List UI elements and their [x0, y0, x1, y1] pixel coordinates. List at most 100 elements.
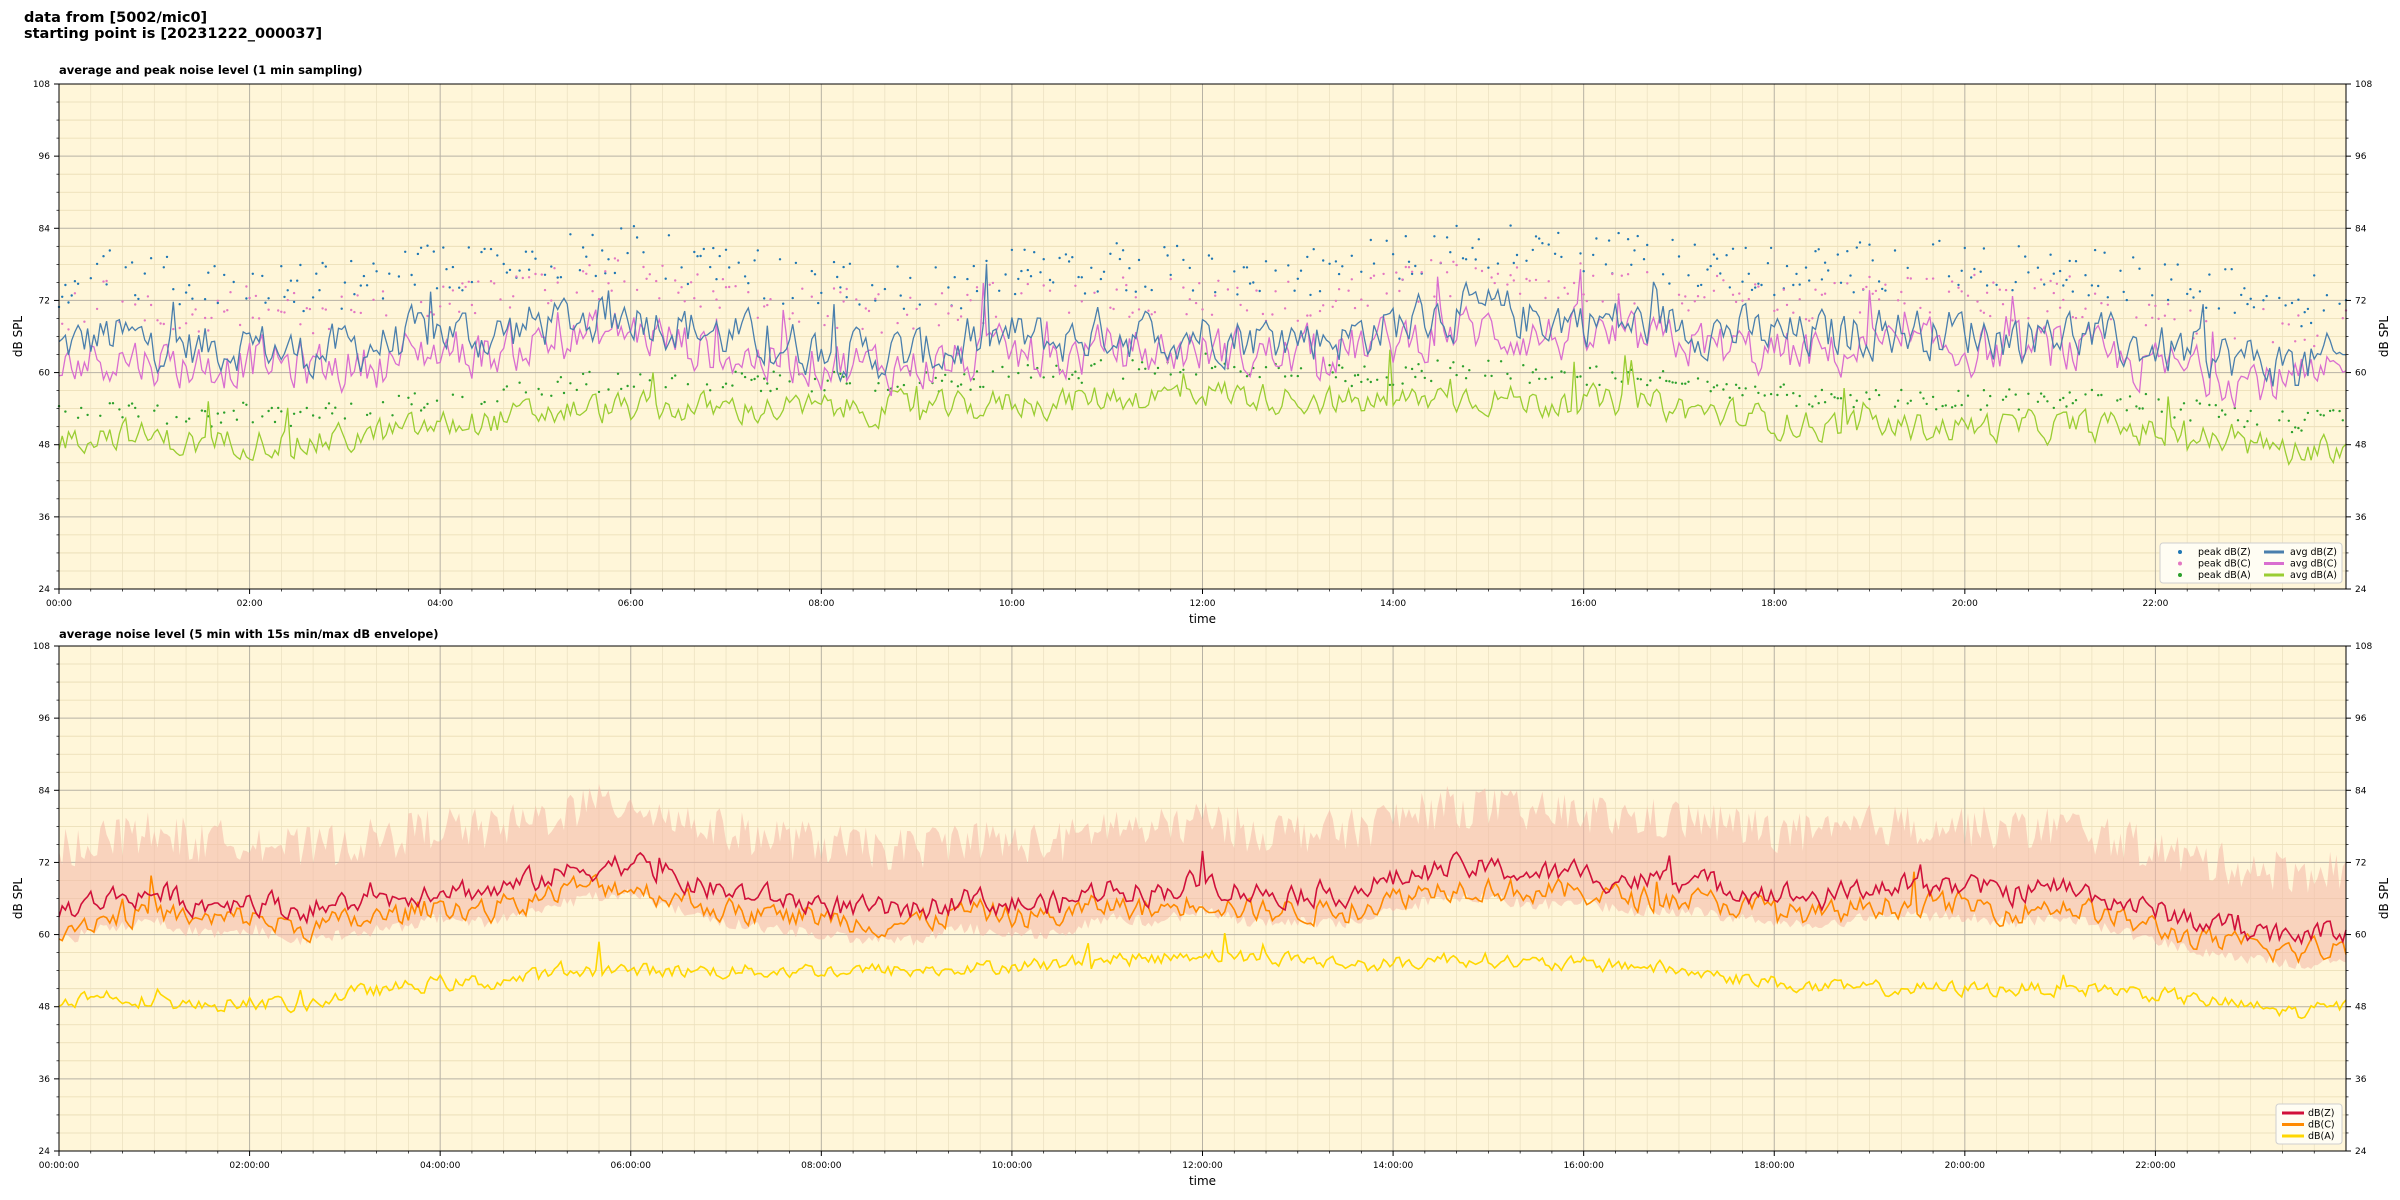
peak-point [540, 273, 543, 276]
peak-point [1210, 366, 1214, 370]
peak-point [1150, 288, 1153, 292]
peak-point [2119, 398, 2122, 401]
peak-point [1817, 402, 1820, 405]
peak-point [1334, 376, 1338, 379]
peak-point [550, 394, 553, 397]
peak-point [664, 277, 667, 280]
peak-point [1547, 243, 1550, 246]
peak-point [2278, 296, 2281, 300]
peak-point [1430, 379, 1433, 383]
peak-point [505, 271, 509, 274]
series-line-db-z- [58, 850, 2347, 946]
x-tick-label: 02:00 [237, 599, 263, 609]
peak-point [1385, 239, 1388, 242]
peak-point [683, 300, 686, 303]
peak-point [1169, 277, 1172, 281]
peak-point [1985, 291, 1989, 294]
peak-point [594, 274, 597, 278]
peak-point [934, 303, 937, 306]
peak-point [1957, 286, 1960, 289]
peak-point [658, 297, 661, 300]
peak-point [616, 259, 620, 262]
peak-point [534, 272, 537, 276]
peak-point [216, 301, 219, 305]
peak-point [1633, 302, 1636, 305]
peak-point [1950, 406, 1954, 409]
peak-point [1299, 367, 1303, 370]
peak-point [1931, 395, 1935, 399]
peak-point [1877, 280, 1881, 283]
peak-point [1461, 257, 1465, 260]
peak-point [664, 386, 667, 389]
peak-point [845, 382, 848, 385]
x-tick-label: 06:00 [618, 599, 644, 609]
peak-point [451, 393, 455, 396]
peak-point [2093, 292, 2097, 295]
peak-point [512, 295, 515, 298]
peak-point [442, 285, 445, 288]
x-tick-label: 00:00 [46, 599, 72, 609]
peak-point [1013, 292, 1017, 296]
peak-point [1852, 291, 1855, 294]
peak-point [2166, 303, 2170, 306]
peak-point [1776, 308, 1779, 311]
peak-point [712, 246, 715, 250]
legend-label: dB(A) [2308, 1131, 2334, 1142]
peak-point [1194, 373, 1198, 376]
peak-point [610, 289, 613, 292]
peak-point [1391, 253, 1395, 256]
peak-point [76, 282, 80, 285]
peak-point [2014, 280, 2017, 284]
peak-point [404, 250, 407, 253]
peak-point [1449, 251, 1452, 254]
peak-point [95, 262, 99, 266]
peak-point [1823, 292, 1827, 295]
peak-point [1823, 401, 1827, 404]
peak-point [1080, 300, 1084, 303]
peak-point [1382, 272, 1385, 276]
peak-point [1233, 270, 1236, 273]
peak-point [356, 294, 359, 297]
peak-point [1423, 376, 1427, 380]
peak-point [1353, 306, 1357, 310]
x-tick-label: 10:00:00 [992, 1161, 1033, 1171]
peak-point [817, 301, 820, 305]
peak-point [547, 302, 550, 305]
peak-point [1712, 386, 1716, 389]
peak-point [1071, 373, 1074, 376]
peak-point [1350, 254, 1354, 257]
peak-point [1512, 261, 1516, 265]
peak-point [1093, 362, 1096, 366]
peak-point [613, 271, 617, 275]
peak-point [277, 406, 280, 410]
peak-point [1369, 238, 1373, 242]
peak-point [331, 412, 334, 415]
peak-point [2246, 302, 2249, 306]
y-tick-label: 84 [2355, 786, 2367, 796]
y-tick-label: 108 [33, 80, 50, 90]
peak-point [740, 372, 744, 375]
peak-point [1715, 257, 1719, 260]
series-peak-db-z- [57, 224, 2348, 328]
peak-point [289, 279, 293, 282]
peak-point [1633, 249, 1636, 252]
peak-point [556, 281, 559, 284]
y-tick-label: 96 [2355, 152, 2367, 162]
peak-point [1410, 367, 1414, 371]
peak-point [794, 261, 798, 265]
peak-point [67, 328, 70, 331]
peak-point [696, 273, 699, 276]
peak-point [616, 372, 620, 375]
peak-point [585, 272, 588, 275]
peak-point [292, 300, 296, 304]
peak-point [1855, 399, 1859, 402]
peak-point [1004, 273, 1007, 276]
peak-point [737, 261, 740, 264]
peak-point [2109, 318, 2113, 321]
peak-point [1541, 242, 1544, 245]
y-tick-label: 36 [39, 1075, 51, 1085]
peak-point [1782, 288, 1786, 291]
peak-point [1646, 383, 1649, 387]
peak-point [1544, 296, 1547, 300]
